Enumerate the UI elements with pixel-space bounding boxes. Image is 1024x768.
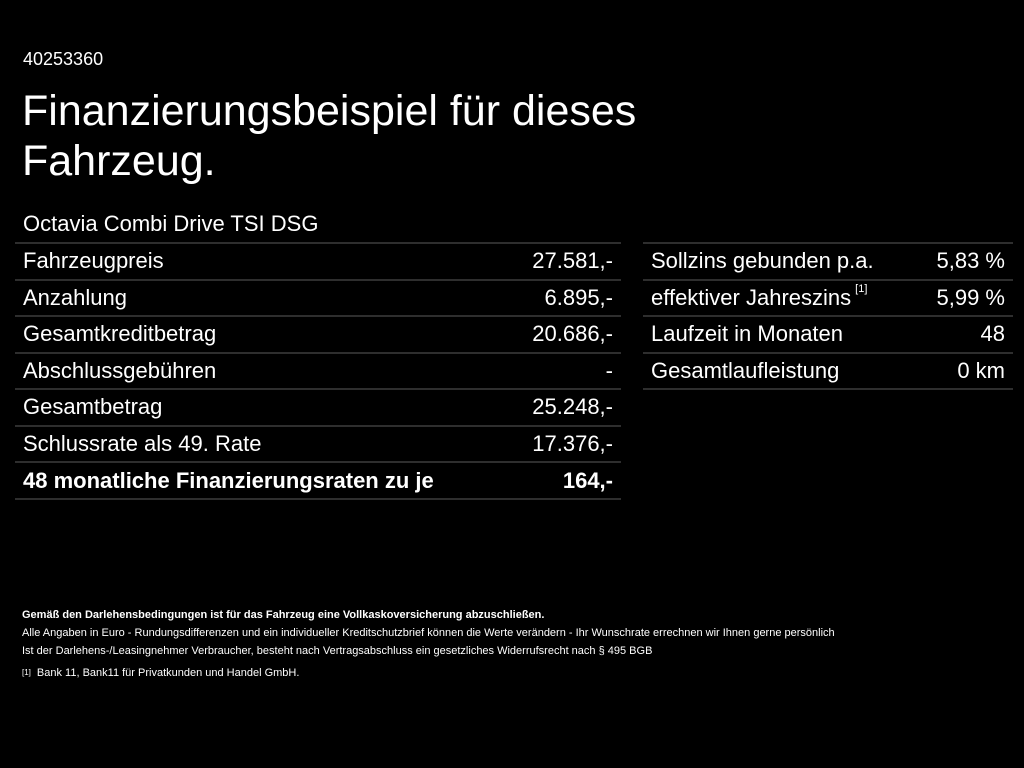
- disclaimer-line: Alle Angaben in Euro - Rundungsdifferenz…: [22, 627, 835, 639]
- row-value: 48: [980, 321, 1005, 347]
- row-value: 5,83 %: [936, 248, 1006, 274]
- row-label: Fahrzeugpreis: [23, 248, 164, 274]
- table-row: Gesamtlaufleistung 0 km: [643, 354, 1013, 390]
- row-label: Sollzins gebunden p.a.: [651, 248, 874, 274]
- vehicle-reference-number: 40253360: [23, 49, 104, 69]
- footnote: [1] Bank 11, Bank11 für Privatkunden und …: [22, 664, 1002, 682]
- row-value: 0 km: [957, 357, 1005, 383]
- row-value: 17.376,-: [532, 430, 613, 456]
- row-value: 27.581,-: [532, 248, 613, 274]
- row-label: Gesamtkreditbetrag: [23, 321, 217, 347]
- row-label: Schlussrate als 49. Rate: [23, 430, 262, 456]
- monthly-rate-row: 48 monatliche Finanzierungsraten zu je 1…: [15, 463, 621, 500]
- financing-costs-table: Fahrzeugpreis 27.581,- Anzahlung 6.895,-…: [15, 242, 621, 500]
- page-title: Finanzierungsbeispiel für dieses Fahrzeu…: [22, 87, 637, 185]
- table-row: Gesamtkreditbetrag 20.686,-: [15, 317, 621, 354]
- table-row: Anzahlung 6.895,-: [15, 281, 621, 317]
- table-row: Schlussrate als 49. Rate 17.376,-: [15, 427, 621, 463]
- row-label: Laufzeit in Monaten: [651, 321, 844, 347]
- row-value: 5,99 %: [936, 284, 1006, 310]
- financing-terms-table: Sollzins gebunden p.a. 5,83 % effektiver…: [643, 242, 1013, 390]
- row-label: effektiver Jahreszins: [651, 284, 852, 310]
- vehicle-model: Octavia Combi Drive TSI DSG: [23, 211, 319, 236]
- withdrawal-right-note: Ist der Darlehens-/Leasingnehmer Verbrau…: [22, 645, 653, 657]
- table-row: Abschlussgebühren -: [15, 354, 621, 390]
- monthly-rate-label: 48 monatliche Finanzierungsraten zu je: [23, 467, 434, 493]
- footnote-marker: [1]: [22, 668, 31, 677]
- monthly-rate-value: 164,-: [562, 467, 613, 493]
- row-label: Gesamtbetrag: [23, 394, 163, 420]
- row-label: Anzahlung: [23, 284, 127, 310]
- footnote-text: Bank 11, Bank11 für Privatkunden und Han…: [36, 667, 300, 679]
- row-label: Gesamtlaufleistung: [651, 357, 840, 383]
- row-value: 25.248,-: [532, 394, 613, 420]
- table-row: Fahrzeugpreis 27.581,-: [15, 244, 621, 281]
- table-row: Sollzins gebunden p.a. 5,83 %: [643, 244, 1013, 281]
- table-row: effektiver Jahreszins [1] 5,99 %: [643, 281, 1013, 317]
- row-value: 20.686,-: [532, 321, 613, 347]
- footnote-marker: [1]: [855, 282, 868, 295]
- table-row: Gesamtbetrag 25.248,-: [15, 390, 621, 427]
- row-value: 6.895,-: [544, 284, 614, 310]
- table-row: Laufzeit in Monaten 48: [643, 317, 1013, 354]
- row-label-with-footnote: effektiver Jahreszins [1]: [651, 282, 868, 311]
- legal-footer: Gemäß den Darlehensbedingungen ist für d…: [22, 606, 1002, 682]
- row-value: -: [605, 357, 613, 383]
- insurance-note: Gemäß den Darlehensbedingungen ist für d…: [22, 609, 545, 621]
- row-label: Abschlussgebühren: [23, 357, 217, 383]
